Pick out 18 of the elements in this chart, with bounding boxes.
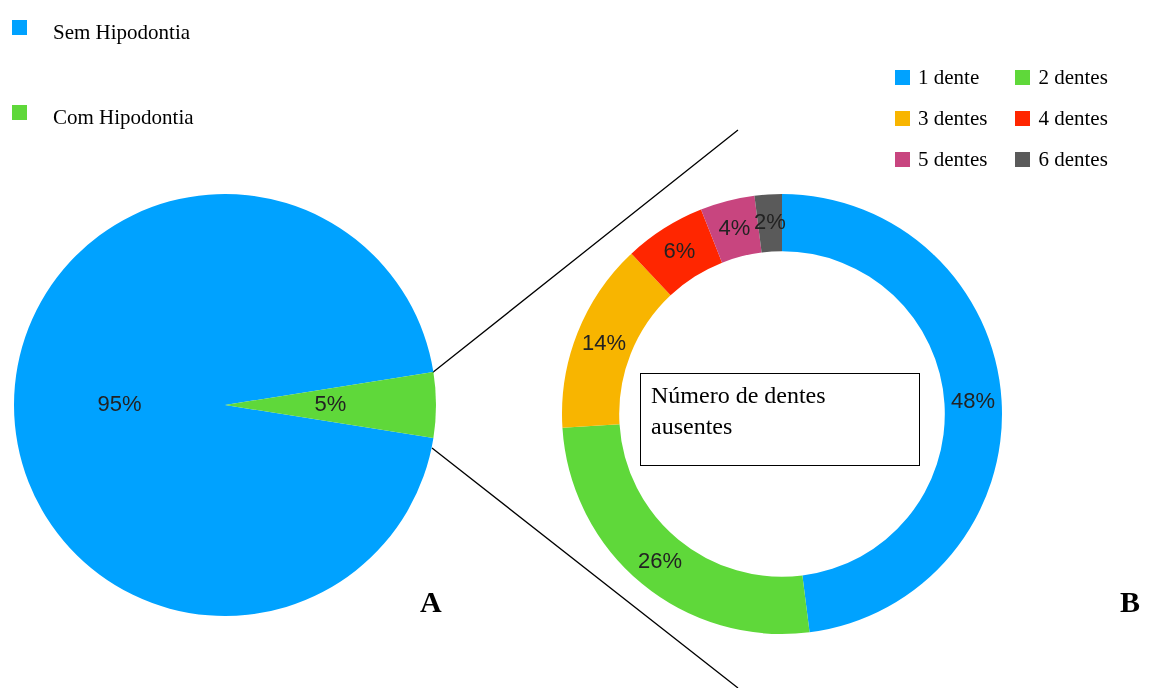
legend-label: 1 dente [918,65,980,90]
legend-label: 5 dentes [918,147,988,172]
data-label: 5% [314,391,347,417]
legend-label: Com Hipodontia [53,105,194,130]
legend-label: Sem Hipodontia [53,20,191,45]
data-label: 14% [582,329,627,355]
data-label: 6% [663,238,696,264]
data-label: 4% [718,214,751,240]
text: A [420,585,442,619]
data-label: 26% [637,547,683,573]
legend-label: 6 dentes [1038,147,1108,172]
legend-label: 2 dentes [1038,65,1108,90]
data-label: 95% [97,391,142,417]
data-label: 48% [951,388,996,414]
text: Número de dentes ausentes [640,373,920,466]
text: B [1120,585,1141,619]
legend-label: 3 dentes [918,106,988,131]
legend-label: 4 dentes [1038,106,1108,131]
